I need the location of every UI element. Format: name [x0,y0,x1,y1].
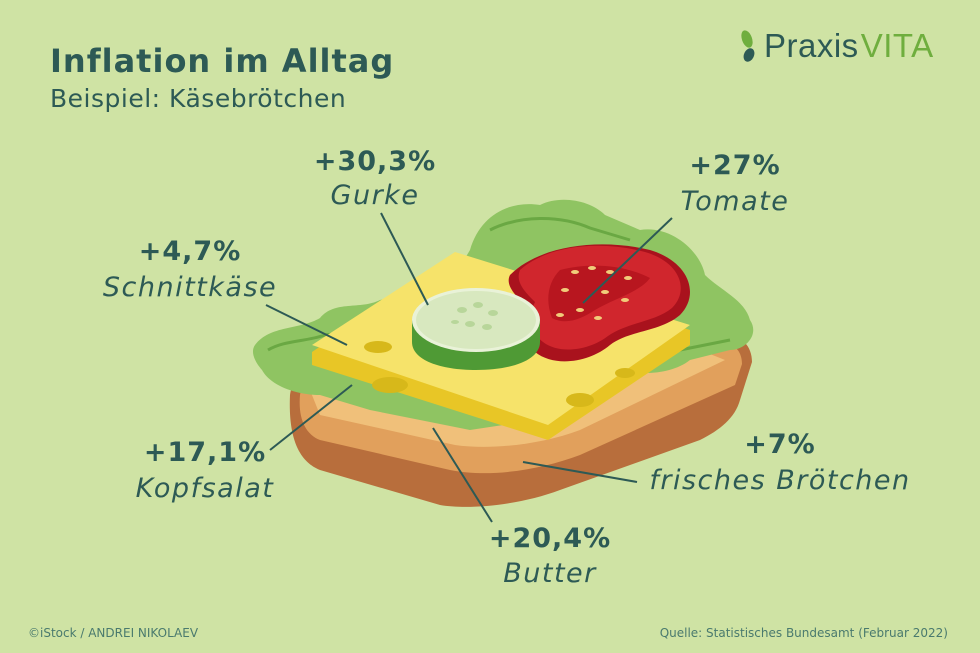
leader-line-butter [432,427,493,523]
leader-line-tomate [582,217,673,304]
broetchen-label: frisches Brötchen [649,465,911,496]
praxisvita-logo: Praxis VITA [738,26,934,66]
logo-text-praxis: Praxis [764,27,859,64]
kopfsalat-percent: +17,1% [143,437,267,468]
butter-percent: +20,4% [488,523,612,554]
logo-text-vita: VITA [860,27,934,64]
leader-line-broetchen [522,461,638,483]
page-subtitle: Beispiel: Käsebrötchen [50,84,347,113]
leader-line-gurke [380,212,429,306]
leaf-icon [741,30,755,62]
leader-line-schnittkaese [265,304,348,346]
broetchen-percent: +7% [744,429,816,460]
kopfsalat-label: Kopfsalat [135,473,275,504]
leader-line-kopfsalat [269,384,353,451]
source-note: Quelle: Statistisches Bundesamt (Februar… [659,626,948,640]
tomate-label: Tomate [680,186,790,217]
image-credit: ©iStock / ANDREI NIKOLAEV [28,626,199,640]
cucumber-icon [412,288,540,370]
gurke-percent: +30,3% [313,146,437,177]
schnittkaese-label: Schnittkäse [102,272,278,303]
page-title: Inflation im Alltag [50,42,395,80]
schnittkaese-percent: +4,7% [138,236,242,267]
butter-label: Butter [503,558,597,589]
tomate-percent: +27% [689,150,781,181]
tomato-icon [508,244,690,362]
leader-lines [265,212,673,523]
gurke-label: Gurke [330,180,420,211]
